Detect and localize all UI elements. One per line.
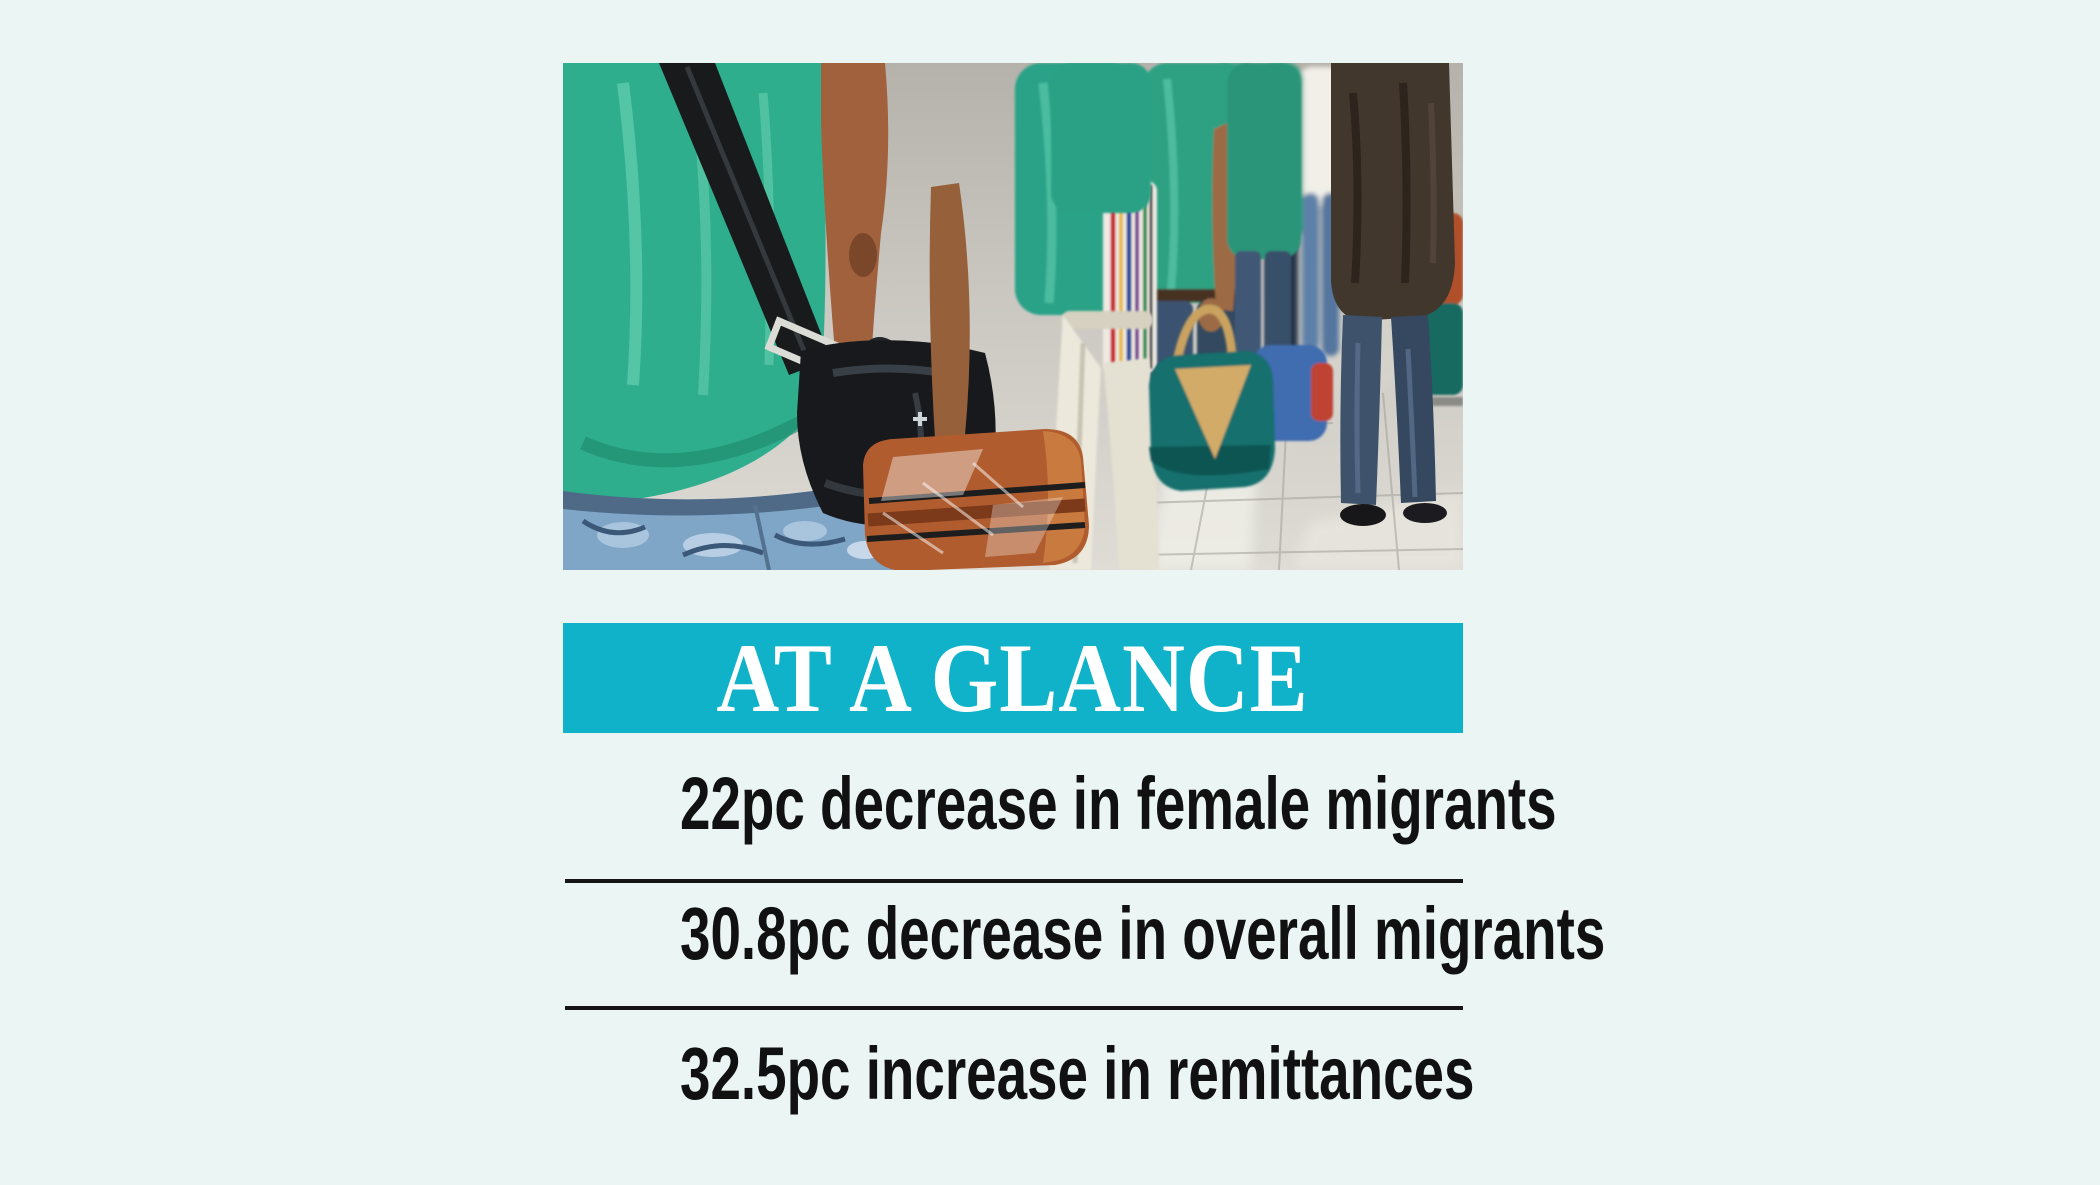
- stat-remittances: 32.5pc increase in remittances: [680, 1032, 1475, 1115]
- banner-title: AT A GLANCE: [716, 623, 1310, 733]
- photo-bag-strap: [659, 63, 831, 375]
- divider: [565, 1006, 1463, 1010]
- photo-illustration: [563, 63, 1463, 570]
- photo-teal-duffel: [1149, 298, 1275, 491]
- photo-queue: [1015, 63, 1301, 451]
- migrants-photo: [563, 63, 1463, 570]
- stat-female-migrants: 22pc decrease in female migrants: [680, 762, 1557, 845]
- photo-arm: [821, 63, 889, 399]
- stat-overall-migrants: 30.8pc decrease in overall migrants: [680, 892, 1606, 975]
- divider: [565, 879, 1463, 883]
- photo-jeans: [563, 477, 895, 570]
- at-a-glance-banner: AT A GLANCE: [563, 623, 1463, 733]
- photo-jacket-man: [1331, 63, 1455, 526]
- photo-main-person: [563, 63, 889, 505]
- photo-orange-duffel: [863, 183, 1089, 570]
